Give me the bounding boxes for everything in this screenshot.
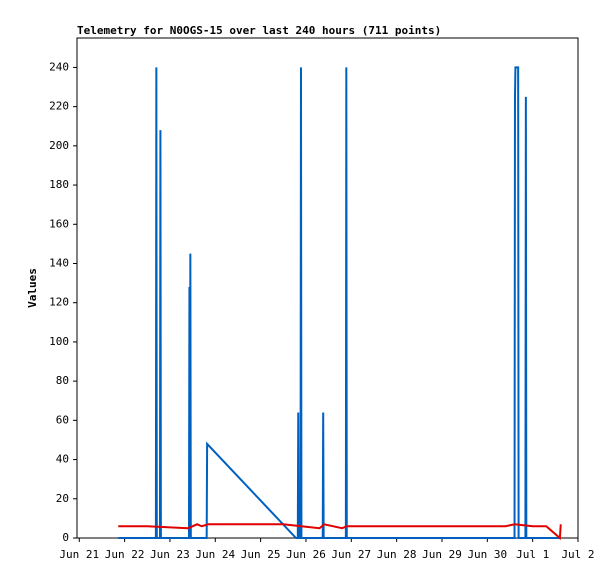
y-tick-label: 0	[62, 531, 69, 544]
x-tick-label: Jun 21	[59, 548, 99, 561]
chart-title: Telemetry for N0OGS-15 over last 240 hou…	[77, 24, 441, 37]
data-line	[118, 66, 560, 539]
y-tick-label: 200	[49, 139, 69, 152]
plot-frame	[76, 37, 579, 539]
y-tick-label: 100	[49, 335, 69, 348]
x-tick-label: Jun 26	[286, 548, 326, 561]
y-axis-label: Values	[26, 268, 39, 308]
y-tick-label: 20	[56, 492, 69, 505]
y-tick-label: 40	[56, 453, 69, 466]
x-tick-label: Jun 24	[195, 548, 235, 561]
y-tick-label: 160	[49, 217, 69, 230]
x-tick-label: Jun 22	[105, 548, 145, 561]
x-tick-label: Jun 25	[241, 548, 281, 561]
data-line	[118, 523, 562, 541]
x-tick-label: Jul 1	[516, 548, 549, 561]
y-tick-label: 180	[49, 178, 69, 191]
x-tick-label: Jul 2	[561, 548, 594, 561]
y-tick-label: 120	[49, 296, 69, 309]
x-tick-label: Jun 23	[150, 548, 190, 561]
x-tick-label: Jun 28	[377, 548, 417, 561]
x-tick-label: Jun 27	[331, 548, 371, 561]
y-tick-label: 220	[49, 100, 69, 113]
y-tick-label: 240	[49, 60, 69, 73]
x-tick-label: Jun 30	[467, 548, 507, 561]
x-tick-label: Jun 29	[422, 548, 462, 561]
y-tick-label: 80	[56, 374, 69, 387]
y-tick-label: 60	[56, 413, 69, 426]
y-tick-label: 140	[49, 256, 69, 269]
